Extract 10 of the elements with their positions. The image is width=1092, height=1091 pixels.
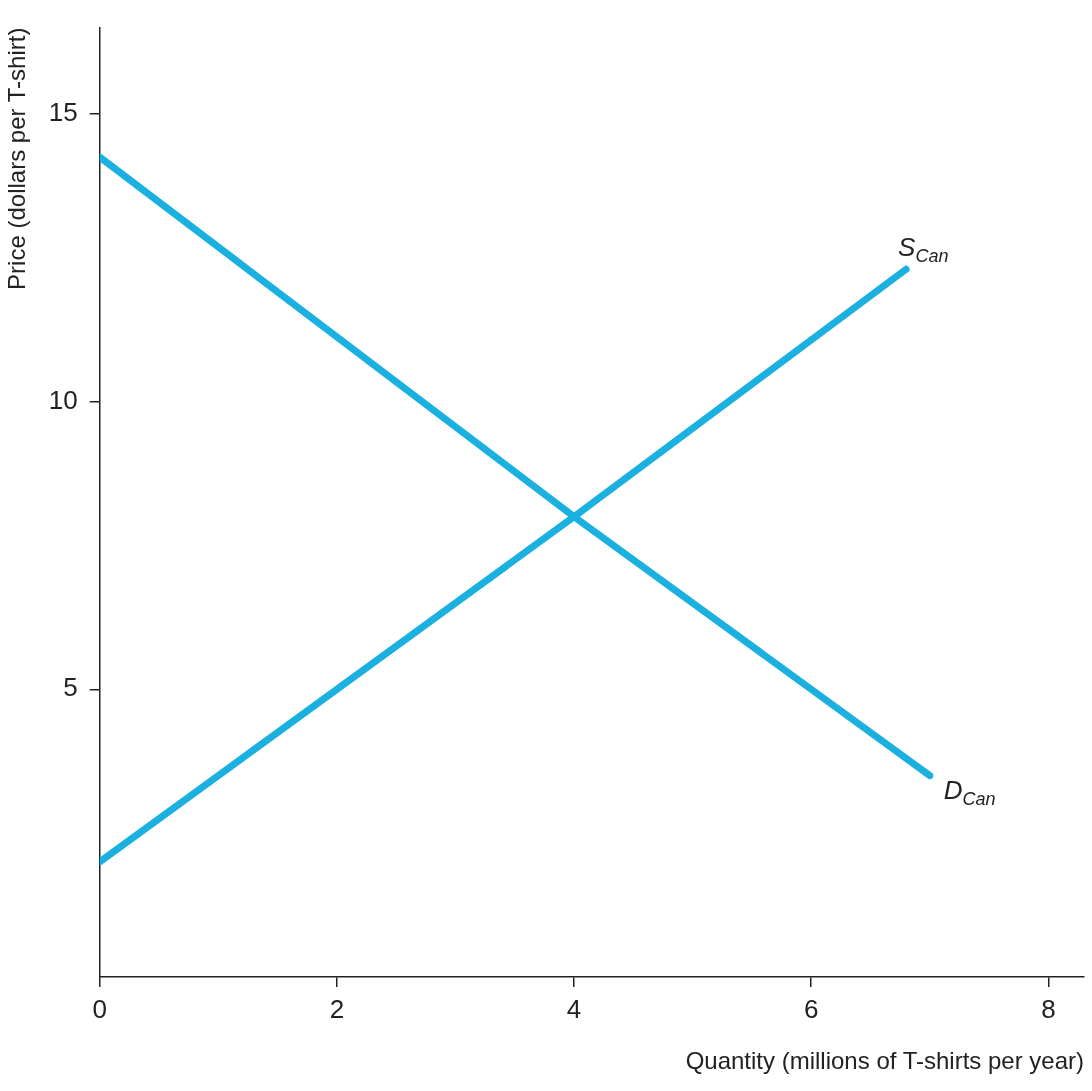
x-tick-label: 0	[92, 993, 107, 1024]
x-tick-label: 6	[804, 993, 819, 1024]
y-tick-label: 5	[63, 672, 78, 703]
x-tick-label: 2	[329, 993, 345, 1024]
y-tick-label: 10	[48, 384, 78, 415]
x-axis-title: Quantity (millions of T-shirts per year)	[685, 1047, 1084, 1075]
y-axis-title: Price (dollars per T-shirt)	[3, 27, 31, 290]
x-tick-label: 8	[1041, 993, 1056, 1024]
y-tick-label: 15	[48, 97, 78, 128]
x-tick-label: 4	[566, 993, 582, 1024]
